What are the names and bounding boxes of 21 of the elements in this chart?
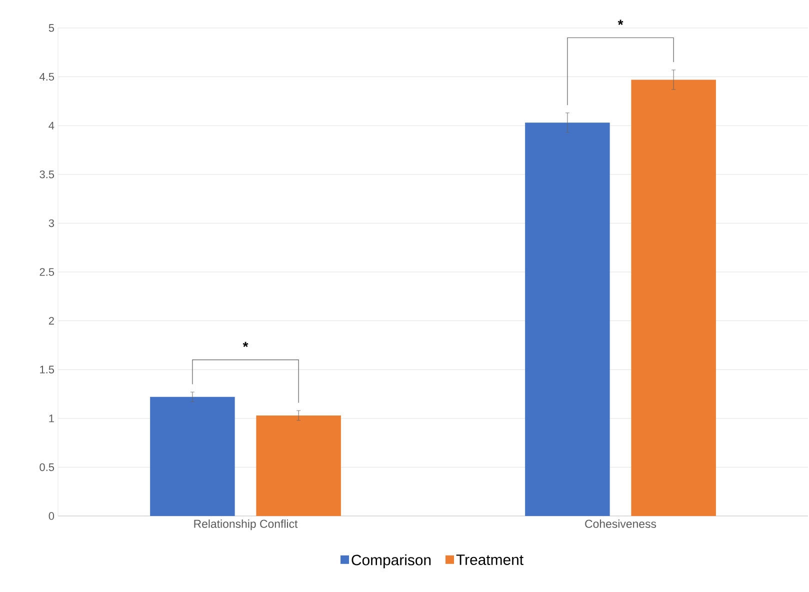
y-tick-label: 0.5 bbox=[40, 463, 54, 472]
bar bbox=[631, 80, 716, 516]
y-tick-label: 4.5 bbox=[40, 72, 54, 81]
y-tick-label: 3.5 bbox=[40, 170, 54, 178]
y-tick-label: 4 bbox=[48, 122, 54, 130]
legend-label: Comparison bbox=[352, 554, 431, 568]
y-tick-label: 1 bbox=[49, 414, 54, 422]
y-tick-label: 2 bbox=[48, 316, 54, 325]
x-tick-label: Cohesiveness bbox=[585, 520, 656, 528]
text: * bbox=[618, 20, 624, 25]
y-tick-label: 2.5 bbox=[40, 268, 54, 276]
y-tick-label: 0 bbox=[48, 512, 54, 520]
annotation: * bbox=[242, 342, 248, 348]
bar bbox=[525, 122, 610, 516]
x-tick-label: Relationship Conflict bbox=[194, 520, 298, 530]
y-tick-label: 3 bbox=[48, 219, 54, 228]
bar bbox=[256, 415, 341, 516]
y-tick-label: 1.5 bbox=[40, 366, 54, 374]
legend-label: Treatment bbox=[456, 554, 524, 566]
bar bbox=[150, 396, 235, 516]
y-tick-label: 5 bbox=[48, 24, 54, 32]
